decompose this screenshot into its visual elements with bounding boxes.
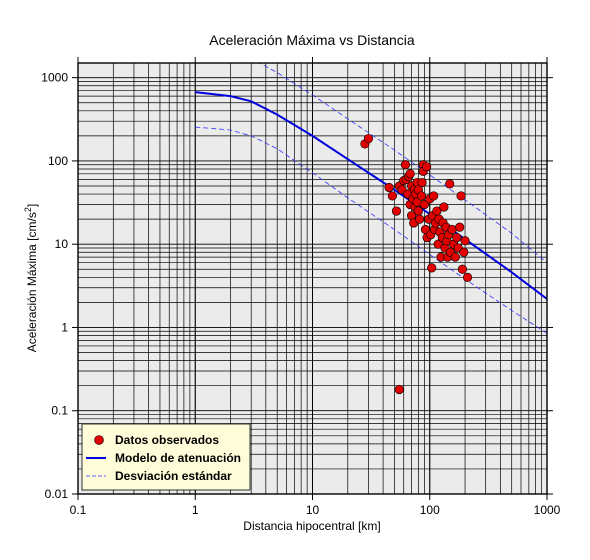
data-point	[455, 222, 465, 232]
data-point	[391, 206, 402, 216]
data-point	[445, 179, 455, 189]
legend-item-model: Modelo de atenuación	[115, 451, 241, 465]
data-point	[456, 191, 466, 201]
y-tick-label: 100	[48, 154, 68, 168]
data-point	[422, 162, 432, 172]
attenuation-model-line	[195, 91, 547, 300]
data-point	[457, 264, 468, 274]
y-axis-label-main: Aceleración Máxima [cm/s	[25, 212, 39, 352]
data-point	[387, 191, 397, 201]
data-point	[416, 191, 427, 201]
y-axis-label: Aceleración Máxima [cm/s2]	[23, 204, 39, 352]
y-axis-label-sup: 2	[23, 207, 33, 212]
y-tick-label: 1000	[41, 71, 68, 85]
y-tick-label: 1	[61, 320, 68, 334]
data-point	[405, 169, 415, 179]
y-axis-label-end: ]	[25, 204, 39, 207]
y-tick-label: 10	[55, 237, 69, 251]
data-point	[460, 236, 470, 246]
observed-points	[360, 134, 473, 395]
legend-points-marker	[94, 435, 104, 445]
data-point	[459, 247, 469, 257]
std-lower-line	[195, 126, 547, 334]
data-point	[429, 191, 439, 201]
legend: Datos observados Modelo de atenuación De…	[81, 423, 251, 491]
data-point	[394, 384, 404, 395]
x-axis-label: Distancia hipocentral [km]	[243, 519, 380, 533]
x-tick-label: 0.1	[70, 503, 87, 517]
data-point	[363, 134, 374, 144]
legend-item-std: Desviación estándar	[115, 469, 232, 483]
std-band-lines	[195, 63, 547, 334]
grid-lines	[77, 63, 548, 495]
data-point	[417, 177, 427, 188]
data-point	[384, 182, 394, 193]
data-point	[447, 224, 457, 235]
std-upper-line	[258, 63, 547, 263]
data-point	[439, 202, 449, 212]
y-tick-label: 0.01	[45, 487, 69, 501]
y-tick-label: 0.1	[51, 404, 68, 418]
data-point	[413, 206, 423, 216]
x-tick-label: 10	[306, 503, 320, 517]
chart-title: Aceleración Máxima vs Distancia	[209, 32, 415, 48]
data-point	[427, 263, 437, 273]
data-point	[452, 233, 462, 243]
legend-item-observed: Datos observados	[115, 433, 219, 447]
data-point	[400, 160, 411, 170]
x-tick-label: 1	[192, 503, 199, 517]
legend-box	[81, 423, 251, 491]
data-point	[419, 199, 429, 210]
data-point	[450, 252, 460, 262]
data-point	[462, 272, 473, 282]
data-point	[415, 214, 425, 224]
x-tick-label: 100	[420, 503, 440, 517]
model-curve	[195, 91, 547, 300]
x-tick-label: 1000	[534, 503, 561, 517]
